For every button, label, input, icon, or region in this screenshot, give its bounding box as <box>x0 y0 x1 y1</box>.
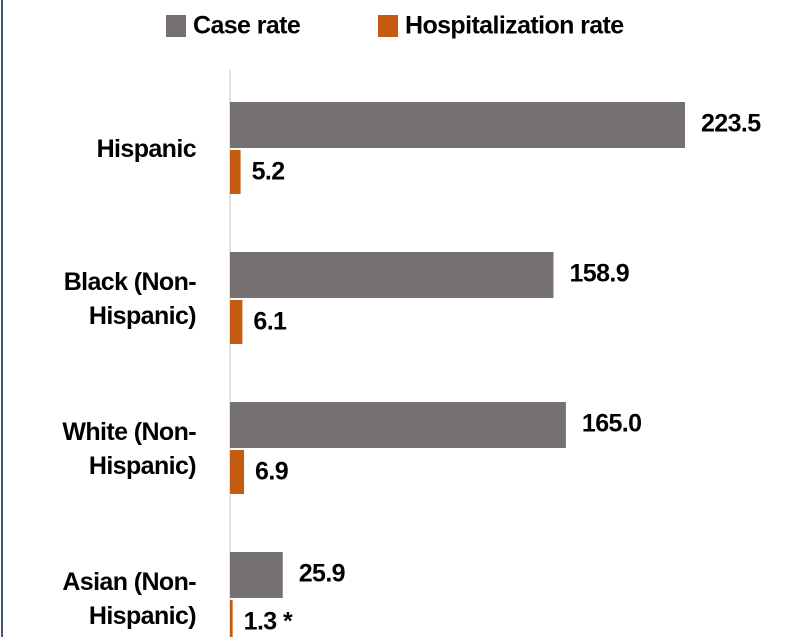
legend-label: Hospitalization rate <box>405 12 624 40</box>
bar <box>230 252 554 298</box>
value-label: 6.9 <box>255 458 288 486</box>
value-label: 1.3 * <box>244 608 293 636</box>
legend-label: Case rate <box>193 12 301 40</box>
bar <box>230 402 566 448</box>
value-label: 165.0 <box>582 410 642 438</box>
value-label: 25.9 <box>299 560 345 588</box>
value-label: 6.1 <box>253 308 287 336</box>
legend-swatch <box>378 15 398 37</box>
value-label: 223.5 <box>701 110 761 138</box>
category-label: Asian (Non-Hispanic) <box>62 568 196 630</box>
bar <box>230 150 241 194</box>
bar <box>230 552 283 598</box>
bar <box>230 300 243 344</box>
bar <box>230 600 233 637</box>
category-label: Hispanic <box>96 135 197 163</box>
bar <box>230 102 685 148</box>
category-label: White (Non-Hispanic) <box>62 418 196 480</box>
value-label: 158.9 <box>569 260 629 288</box>
value-label: 5.2 <box>252 158 285 186</box>
legend-swatch <box>166 15 186 37</box>
category-label: Black (Non-Hispanic) <box>63 268 197 330</box>
bar <box>230 450 245 494</box>
